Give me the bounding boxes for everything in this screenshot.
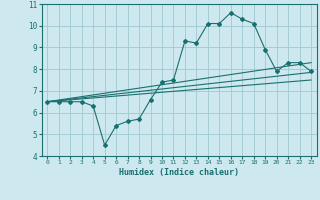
X-axis label: Humidex (Indice chaleur): Humidex (Indice chaleur)	[119, 168, 239, 177]
